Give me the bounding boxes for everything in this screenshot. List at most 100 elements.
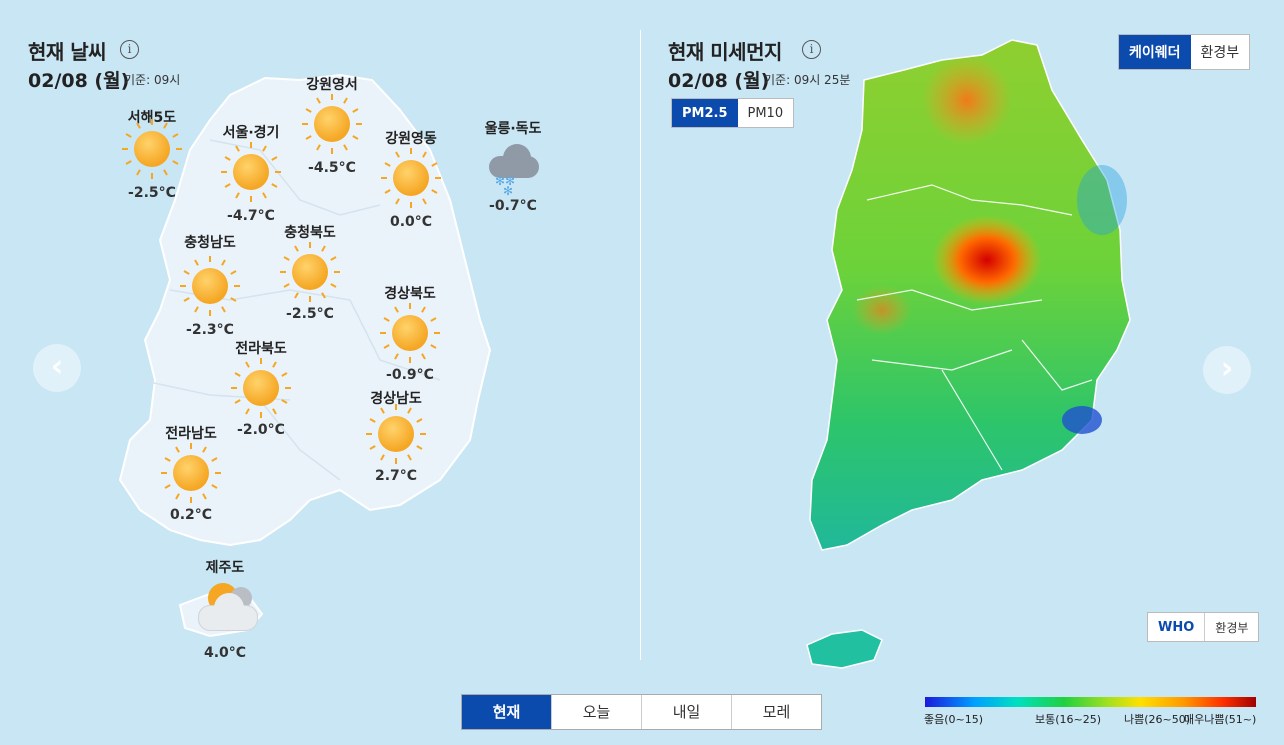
- sun-ray: [409, 357, 411, 363]
- pm10-button[interactable]: PM10: [747, 105, 784, 121]
- station-seoul-gyeonggi: 서울·경기 -4.7°C: [206, 122, 296, 224]
- sun-ray: [410, 202, 412, 208]
- station-temp: -0.7°C: [489, 198, 537, 214]
- station-gyeongnam: 경상남도 2.7°C: [351, 388, 441, 484]
- tab-today[interactable]: 오늘: [552, 695, 642, 729]
- sun-icon: [221, 142, 281, 202]
- sun-icon: [381, 148, 441, 208]
- sun-ray: [164, 484, 171, 489]
- station-temp: -2.5°C: [286, 306, 334, 322]
- station-gyeongbuk: 경상북도 -0.9°C: [365, 283, 455, 383]
- sun-ray: [215, 472, 221, 474]
- sun-ray: [383, 317, 390, 322]
- sun-ray: [309, 242, 311, 248]
- sun-ray: [281, 372, 288, 377]
- sun-ray: [183, 297, 190, 302]
- sun-ray: [234, 372, 241, 377]
- sun-ray: [430, 344, 437, 349]
- sun-ray: [190, 497, 192, 503]
- source-toggle: 케이웨더 환경부: [1118, 34, 1251, 70]
- sun-ray: [235, 145, 240, 152]
- sun-ray: [275, 171, 281, 173]
- sun-ray: [434, 332, 440, 334]
- who-button[interactable]: WHO: [1148, 613, 1206, 641]
- sun-ray: [309, 296, 311, 302]
- moe-button[interactable]: 환경부: [1200, 45, 1240, 61]
- station-temp: -4.5°C: [308, 160, 356, 176]
- sun-ray: [381, 177, 387, 179]
- info-icon[interactable]: i: [802, 40, 821, 59]
- sun-icon: [161, 443, 221, 503]
- sun-ray: [302, 123, 308, 125]
- sun-ray: [407, 407, 412, 414]
- sun-ray: [211, 484, 218, 489]
- sun-ray: [175, 446, 180, 453]
- sun-ray: [352, 135, 359, 140]
- kweather-button[interactable]: 케이웨더: [1119, 35, 1191, 69]
- pm25-button[interactable]: PM2.5: [672, 99, 738, 127]
- sun-ray: [221, 306, 226, 313]
- sun-ray: [262, 145, 267, 152]
- sun-ray: [161, 472, 167, 474]
- tab-day-after[interactable]: 모레: [762, 703, 791, 721]
- station-jeonnam: 전라남도 0.2°C: [146, 423, 236, 523]
- sun-ray: [431, 162, 438, 167]
- sun-ray: [283, 256, 290, 261]
- station-temp: -0.9°C: [386, 367, 434, 383]
- info-icon[interactable]: i: [120, 40, 139, 59]
- sun-ray: [250, 196, 252, 202]
- sun-ray: [369, 418, 376, 423]
- sun-ray: [281, 399, 288, 404]
- sun-ray: [283, 283, 290, 288]
- sun-ray: [330, 256, 337, 261]
- sun-ray: [343, 144, 348, 151]
- sun-ray: [224, 156, 231, 161]
- sun-ray: [172, 160, 179, 165]
- sun-ray: [151, 119, 153, 125]
- sun-ray: [395, 458, 397, 464]
- sun-ray: [285, 387, 291, 389]
- sun-ray: [209, 256, 211, 262]
- sun-ray: [369, 445, 376, 450]
- sun-icon: [280, 242, 340, 302]
- time-tabs: 현재 오늘 내일 모레: [461, 694, 822, 730]
- tab-now[interactable]: 현재: [462, 695, 552, 729]
- pm-toggle: PM2.5 PM10: [671, 98, 795, 128]
- moe-standard-button[interactable]: 환경부: [1215, 620, 1249, 635]
- partly-cloudy-icon: [190, 577, 260, 637]
- sun-ray: [221, 259, 226, 266]
- station-seohae5do: 서해5도 -2.5°C: [107, 107, 197, 201]
- sun-ray: [194, 259, 199, 266]
- sun-ray: [202, 446, 207, 453]
- tab-tomorrow[interactable]: 내일: [642, 695, 732, 729]
- station-jeju: 제주도 4.0°C: [180, 557, 270, 661]
- station-gangwon-east: 강원영동 0.0°C: [366, 128, 456, 230]
- sun-ray: [420, 433, 426, 435]
- sun-ray: [224, 183, 231, 188]
- sun-ray: [280, 271, 286, 273]
- next-arrow-icon[interactable]: ›: [1203, 346, 1251, 394]
- snow-cloud-icon: ✻✻ ✻: [483, 138, 543, 198]
- sun-ray: [430, 317, 437, 322]
- sun-ray: [260, 358, 262, 364]
- station-name: 경상남도: [370, 391, 422, 407]
- dust-date: 02/08 (월): [668, 70, 770, 92]
- sun-ray: [272, 361, 277, 368]
- station-name: 제주도: [205, 560, 245, 576]
- sun-ray: [234, 285, 240, 287]
- sun-ray: [194, 306, 199, 313]
- panel-divider: [640, 30, 641, 660]
- standard-toggle: WHO 환경부: [1147, 612, 1260, 642]
- sun-ray: [395, 198, 400, 205]
- sun-ray: [245, 408, 250, 415]
- station-name: 강원영동: [385, 131, 437, 147]
- sun-ray: [343, 97, 348, 104]
- sun-ray: [330, 283, 337, 288]
- station-ulleung-dokdo: 울릉·독도 ✻✻ ✻ -0.7°C: [468, 118, 558, 214]
- sun-icon: [122, 119, 182, 179]
- sun-ray: [380, 407, 385, 414]
- pm-legend-bar: [925, 697, 1256, 707]
- station-temp: 4.0°C: [203, 645, 247, 661]
- sun-icon: [302, 94, 362, 154]
- prev-arrow-icon[interactable]: ‹: [33, 344, 81, 392]
